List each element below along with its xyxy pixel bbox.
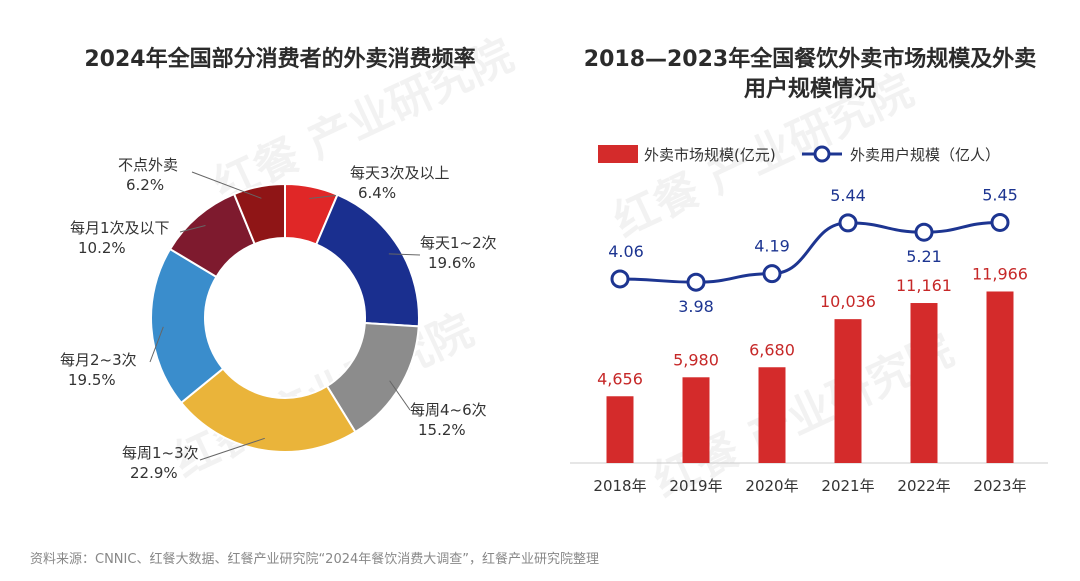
right-chart-title-line1: 2018—2023年全国餐饮外卖市场规模及外卖 xyxy=(583,47,1037,72)
leader-line xyxy=(179,224,206,233)
slice-value-label: 15.2% xyxy=(418,421,466,439)
leader-line xyxy=(199,437,265,461)
leader-line xyxy=(388,253,421,256)
legend-bar-swatch xyxy=(598,145,638,163)
line-marker xyxy=(686,272,706,292)
line-marker xyxy=(610,269,630,289)
donut-chart: 每天3次及以上 6.4% 每天1~2次 19.6% 每周4~6次 15.2% 每周1~3次 2… xyxy=(60,156,497,482)
x-tick-label: 2019年 xyxy=(669,477,722,495)
leader-line xyxy=(389,380,411,411)
line-marker xyxy=(914,222,934,242)
slice-value-label: 6.4% xyxy=(358,184,396,202)
slice-category-label: 每周1~3次 xyxy=(122,444,199,462)
slice-value-label: 10.2% xyxy=(78,239,126,257)
bar-value-label: 6,680 xyxy=(749,340,795,359)
bar-value-label: 11,966 xyxy=(972,264,1028,283)
combo-chart: 外卖市场规模(亿元) 外卖用户规模（亿人） 4,656 2018年 5,980 2019年… xyxy=(570,145,1048,495)
legend-line-label: 外卖用户规模（亿人） xyxy=(850,146,1000,164)
left-chart-title: 2024年全国部分消费者的外卖消费频率 xyxy=(84,47,476,72)
bar xyxy=(834,319,862,463)
slice-value-label: 19.6% xyxy=(428,254,476,272)
slice-category-label: 每周4~6次 xyxy=(410,401,487,419)
bar xyxy=(910,303,938,463)
bar-value-label: 11,161 xyxy=(896,276,952,295)
series-line xyxy=(619,220,1001,284)
x-tick-label: 2022年 xyxy=(897,477,950,495)
donut-slice xyxy=(314,193,420,328)
bar xyxy=(758,367,786,463)
line-value-label: 3.98 xyxy=(678,297,714,316)
leader-line xyxy=(191,171,262,199)
donut-slice xyxy=(232,182,286,246)
slice-category-label: 每天3次及以上 xyxy=(350,164,450,182)
bar xyxy=(606,396,634,463)
slice-category-label: 每月2~3次 xyxy=(60,351,137,369)
line-marker xyxy=(838,213,858,233)
bar-value-label: 4,656 xyxy=(597,369,643,388)
slice-value-label: 6.2% xyxy=(126,176,164,194)
leader-line xyxy=(149,326,164,363)
right-chart-title-line2: 用户规模情况 xyxy=(743,77,876,102)
slice-value-label: 22.9% xyxy=(130,464,178,482)
bar-value-label: 5,980 xyxy=(673,350,719,369)
line-value-label: 5.21 xyxy=(906,247,942,266)
right-chart-title: 2018—2023年全国餐饮外卖市场规模及外卖 用户规模情况 xyxy=(560,45,1060,105)
x-tick-label: 2018年 xyxy=(593,477,646,495)
legend-line-marker xyxy=(813,145,831,163)
legend-bar-label: 外卖市场规模(亿元) xyxy=(644,146,776,164)
x-tick-label: 2020年 xyxy=(745,477,798,495)
bar-value-label: 10,036 xyxy=(820,292,876,311)
line-value-label: 5.45 xyxy=(982,185,1018,204)
slice-category-label: 不点外卖 xyxy=(118,156,178,174)
x-tick-label: 2023年 xyxy=(973,477,1026,495)
line-marker xyxy=(990,212,1010,232)
line-marker xyxy=(762,264,782,284)
bar xyxy=(682,377,710,463)
source-note: 资料来源：CNNIC、红餐大数据、红餐产业研究院“2024年餐饮消费大调查”，红… xyxy=(30,552,599,567)
slice-value-label: 19.5% xyxy=(68,371,116,389)
line-value-label: 5.44 xyxy=(830,186,866,205)
slice-category-label: 每天1~2次 xyxy=(420,234,497,252)
bar xyxy=(986,291,1014,463)
line-value-label: 4.19 xyxy=(754,237,790,256)
slice-category-label: 每月1次及以下 xyxy=(70,219,170,237)
line-value-label: 4.06 xyxy=(608,242,644,261)
x-tick-label: 2021年 xyxy=(821,477,874,495)
leader-line xyxy=(309,194,341,199)
